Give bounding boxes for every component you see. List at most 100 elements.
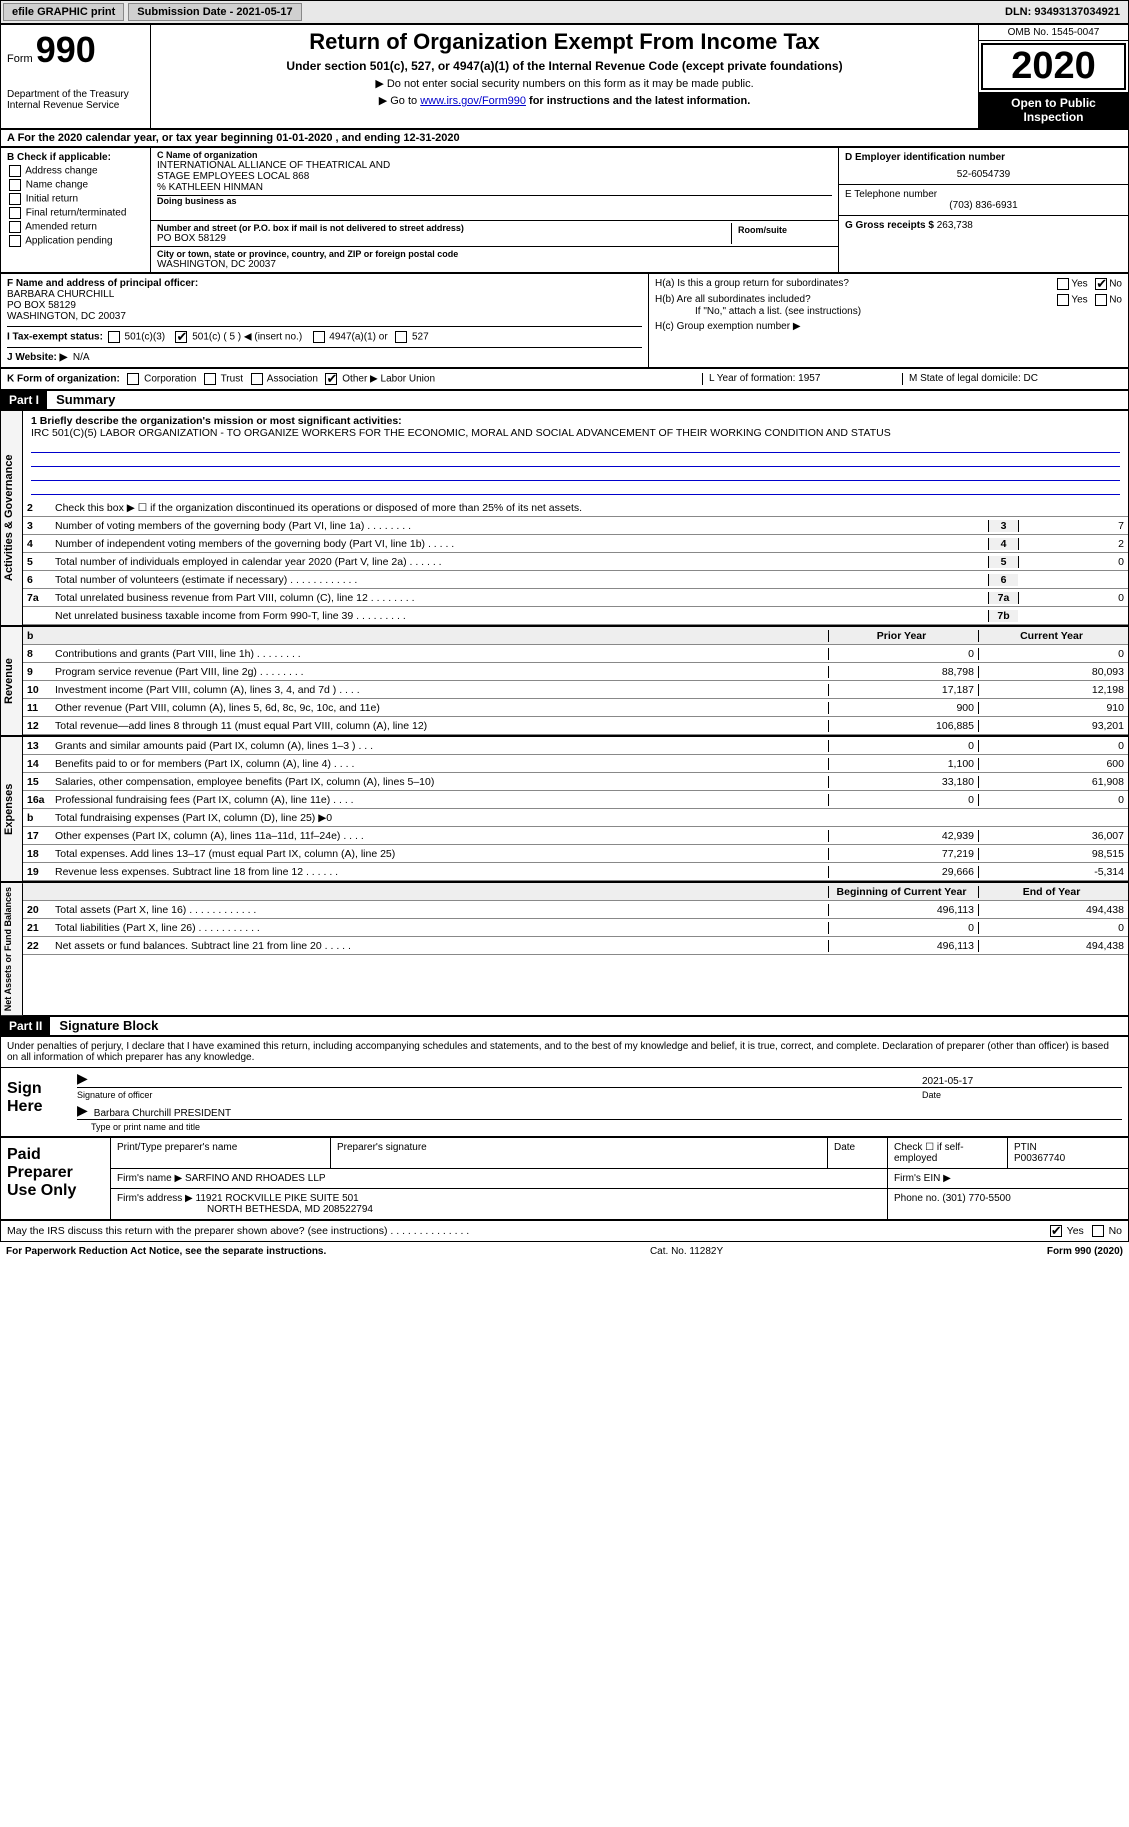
sig-name-label: Type or print name and title: [71, 1122, 1128, 1136]
table-row: 20Total assets (Part X, line 16) . . . .…: [23, 901, 1128, 919]
hb-no-lbl: No: [1109, 295, 1122, 306]
part2-num: Part II: [1, 1017, 50, 1035]
discuss-yes[interactable]: [1050, 1225, 1062, 1237]
discuss-no-lbl: No: [1109, 1225, 1122, 1237]
hc-label: H(c) Group exemption number ▶: [655, 321, 1122, 332]
prep-selfemp: Check ☐ if self-employed: [888, 1138, 1008, 1168]
top-toolbar: efile GRAPHIC print Submission Date - 20…: [0, 0, 1129, 24]
form-note-goto-pre: ▶ Go to: [379, 95, 420, 107]
mission-text: IRC 501(C)(5) LABOR ORGANIZATION - TO OR…: [31, 427, 891, 439]
table-row: 3Number of voting members of the governi…: [23, 517, 1128, 535]
firm-phone: Phone no. (301) 770-5500: [888, 1189, 1128, 1219]
summary-expenses: Expenses 13Grants and similar amounts pa…: [0, 736, 1129, 882]
chk-501c[interactable]: [175, 331, 187, 343]
sign-here-label: Sign Here: [1, 1068, 71, 1136]
submission-date-label: Submission Date - 2021-05-17: [128, 3, 301, 21]
hb-yes[interactable]: [1057, 294, 1069, 306]
ha-yes[interactable]: [1057, 278, 1069, 290]
part1-num: Part I: [1, 391, 47, 409]
irs-link[interactable]: www.irs.gov/Form990: [420, 95, 526, 107]
chk-final-return[interactable]: Final return/terminated: [7, 207, 144, 219]
opt-501c: 501(c) ( 5 ) ◀ (insert no.): [192, 332, 302, 343]
header-info-block: B Check if applicable: Address change Na…: [0, 147, 1129, 273]
firm-name-lbl: Firm's name ▶: [117, 1173, 182, 1184]
box-d-label: D Employer identification number: [845, 152, 1005, 163]
officer-addr2: WASHINGTON, DC 20037: [7, 311, 126, 322]
dept-treasury: Department of the Treasury Internal Reve…: [7, 89, 144, 111]
ein-value: 52-6054739: [845, 169, 1122, 180]
org-name-2: STAGE EMPLOYEES LOCAL 868: [157, 171, 832, 182]
k-other[interactable]: [325, 373, 337, 385]
opt-4947: 4947(a)(1) or: [329, 332, 387, 343]
dba-value: [157, 206, 832, 218]
hdr-b: b: [23, 630, 51, 642]
box-c-label: C Name of organization: [157, 150, 832, 160]
vtab-revenue: Revenue: [1, 627, 23, 735]
footer-left: For Paperwork Reduction Act Notice, see …: [6, 1246, 326, 1257]
box-f-label: F Name and address of principal officer:: [7, 278, 198, 289]
website-value: N/A: [73, 352, 90, 363]
firm-addr-val1: 11921 ROCKVILLE PIKE SUITE 501: [196, 1193, 359, 1204]
form-note-ssn: ▶ Do not enter social security numbers o…: [157, 77, 972, 90]
table-row: bTotal fundraising expenses (Part IX, co…: [23, 809, 1128, 827]
chk-4947[interactable]: [313, 331, 325, 343]
ptin-lbl: PTIN: [1014, 1142, 1037, 1153]
phone-value: (703) 836-6931: [845, 200, 1122, 211]
k-corp[interactable]: [127, 373, 139, 385]
dln-label: DLN: 93493137034921: [997, 4, 1128, 20]
k-label: K Form of organization:: [7, 374, 120, 385]
prep-sig-lbl: Preparer's signature: [331, 1138, 828, 1168]
discuss-no[interactable]: [1092, 1225, 1104, 1237]
org-name-3: % KATHLEEN HINMAN: [157, 182, 832, 193]
k-trust[interactable]: [204, 373, 216, 385]
box-i-label: I Tax-exempt status:: [7, 332, 103, 343]
part1-title: Summary: [56, 392, 115, 407]
mission-label: 1 Briefly describe the organization's mi…: [31, 415, 402, 427]
officer-name: BARBARA CHURCHILL: [7, 289, 114, 300]
chk-501c3[interactable]: [108, 331, 120, 343]
opt-527: 527: [412, 332, 429, 343]
table-row: 14Benefits paid to or for members (Part …: [23, 755, 1128, 773]
chk-address-change[interactable]: Address change: [7, 165, 144, 177]
chk-name-change[interactable]: Name change: [7, 179, 144, 191]
part2-title: Signature Block: [59, 1018, 158, 1033]
ha-no-lbl: No: [1109, 279, 1122, 290]
table-row: 22Net assets or fund balances. Subtract …: [23, 937, 1128, 955]
firm-ein-lbl: Firm's EIN ▶: [888, 1169, 1128, 1188]
table-row: 8Contributions and grants (Part VIII, li…: [23, 645, 1128, 663]
l-year-formation: L Year of formation: 1957: [702, 373, 902, 385]
sig-date-label: Date: [922, 1090, 1122, 1100]
ha-no[interactable]: [1095, 278, 1107, 290]
omb-number: OMB No. 1545-0047: [979, 25, 1128, 41]
addr-value: PO BOX 58129: [157, 233, 731, 244]
hdr-prior-year: Prior Year: [828, 630, 978, 642]
hdr-begin-year: Beginning of Current Year: [828, 886, 978, 898]
city-label: City or town, state or province, country…: [157, 249, 832, 259]
firm-addr-lbl: Firm's address ▶: [117, 1193, 193, 1204]
k-assoc-lbl: Association: [267, 374, 318, 385]
chk-initial-return[interactable]: Initial return: [7, 193, 144, 205]
table-row: 5Total number of individuals employed in…: [23, 553, 1128, 571]
part1-header: Part I Summary: [0, 390, 1129, 410]
chk-amended-return[interactable]: Amended return: [7, 221, 144, 233]
section-fhij: F Name and address of principal officer:…: [0, 273, 1129, 368]
row-a-taxyear: A For the 2020 calendar year, or tax yea…: [0, 129, 1129, 147]
city-value: WASHINGTON, DC 20037: [157, 259, 832, 270]
form-title: Return of Organization Exempt From Incom…: [157, 29, 972, 55]
chk-application-pending[interactable]: Application pending: [7, 235, 144, 247]
dba-label: Doing business as: [157, 195, 832, 206]
firm-name-val: SARFINO AND RHOADES LLP: [185, 1173, 326, 1184]
ptin-val: P00367740: [1014, 1153, 1065, 1164]
table-row: 13Grants and similar amounts paid (Part …: [23, 737, 1128, 755]
line2-text: Check this box ▶ ☐ if the organization d…: [51, 500, 1128, 516]
hb-no[interactable]: [1095, 294, 1107, 306]
vtab-expenses: Expenses: [1, 737, 23, 881]
k-corp-lbl: Corporation: [144, 374, 196, 385]
summary-governance: Activities & Governance 1 Briefly descri…: [0, 410, 1129, 626]
efile-print-button[interactable]: efile GRAPHIC print: [3, 3, 124, 21]
firm-addr-val2: NORTH BETHESDA, MD 208522794: [207, 1204, 373, 1215]
sig-date-value: 2021-05-17: [922, 1076, 1122, 1087]
opt-501c3: 501(c)(3): [125, 332, 166, 343]
chk-527[interactable]: [395, 331, 407, 343]
k-assoc[interactable]: [251, 373, 263, 385]
